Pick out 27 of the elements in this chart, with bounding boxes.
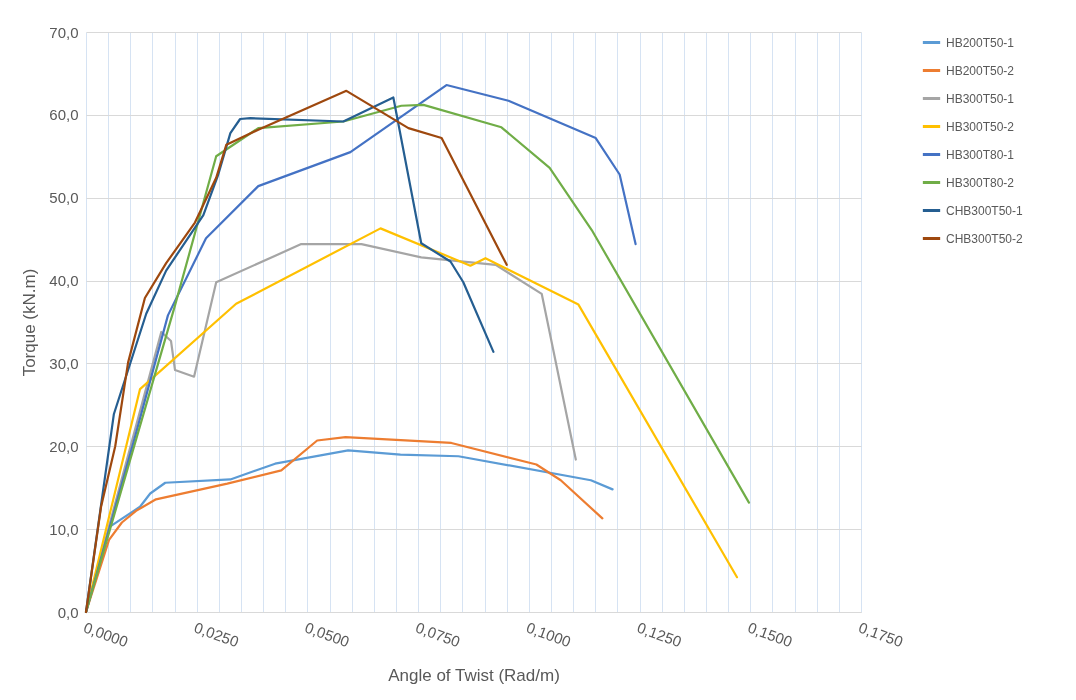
- x-tick-label: 0,1000: [524, 618, 574, 651]
- legend-label: CHB300T50-2: [946, 231, 1024, 246]
- legend-label: HB300T50-2: [946, 119, 1015, 134]
- x-tick-label: 0,0750: [413, 618, 463, 651]
- x-tick-label: 0,0000: [81, 618, 131, 651]
- y-tick-label: 40,0: [49, 272, 79, 290]
- x-tick-label: 0,1750: [856, 618, 906, 651]
- y-tick-label: 70,0: [49, 23, 79, 41]
- legend-label: CHB300T50-1: [946, 203, 1024, 218]
- y-tick-label: 0,0: [57, 603, 79, 621]
- y-axis-title: Torque (kN.m): [20, 268, 40, 377]
- y-tick-label: 30,0: [49, 354, 79, 372]
- y-tick-label: 60,0: [49, 106, 79, 124]
- x-tick-label: 0,1500: [745, 618, 795, 651]
- x-axis-title: Angle of Twist (Rad/m): [388, 666, 560, 686]
- legend-label: HB200T50-1: [946, 35, 1015, 50]
- legend-label: HB300T80-2: [946, 175, 1015, 190]
- legend-label: HB200T50-2: [946, 63, 1015, 78]
- x-tick-label: 0,1250: [634, 618, 684, 651]
- x-tick-label: 0,0250: [192, 618, 242, 651]
- y-tick-label: 20,0: [49, 437, 79, 455]
- x-tick-label: 0,0500: [302, 618, 352, 651]
- y-tick-label: 50,0: [49, 189, 79, 207]
- legend-label: HB300T80-1: [946, 147, 1015, 162]
- y-tick-label: 10,0: [49, 520, 79, 538]
- line-series: [84, 103, 751, 614]
- legend-label: HB300T50-1: [946, 91, 1015, 106]
